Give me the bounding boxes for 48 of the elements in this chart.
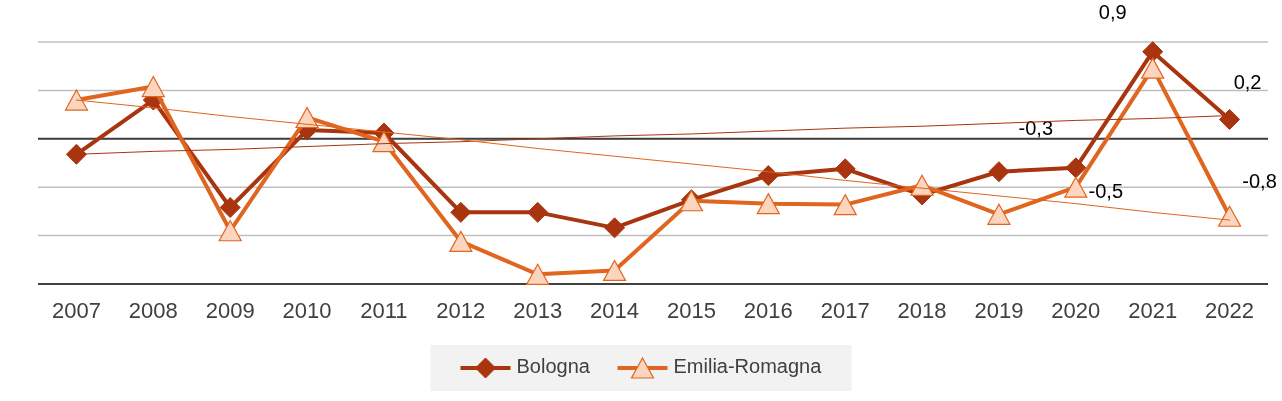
point <box>526 263 550 285</box>
point <box>833 194 857 216</box>
point <box>450 201 472 223</box>
point <box>756 193 780 215</box>
x-tick-label: 2011 <box>360 297 408 323</box>
point <box>604 217 626 239</box>
legend-label: Emilia-Romagna <box>673 355 823 378</box>
data-label: -0,5 <box>1088 180 1124 203</box>
x-tick-label: 2020 <box>1051 297 1101 323</box>
x-tick-label: 2010 <box>282 297 332 323</box>
x-tick-label: 2012 <box>436 297 486 323</box>
point <box>219 197 241 219</box>
point <box>372 131 396 153</box>
point <box>218 220 242 242</box>
point <box>1217 205 1242 227</box>
point <box>64 89 89 111</box>
legend-label: Bologna <box>516 355 591 378</box>
point <box>602 259 627 282</box>
x-tick-label: 2014 <box>590 297 640 323</box>
point <box>449 230 473 253</box>
point <box>527 201 549 223</box>
x-tick-label: 2021 <box>1128 297 1178 323</box>
point <box>834 158 856 180</box>
data-label: -0,3 <box>1018 117 1054 140</box>
data-label: 0,9 <box>1098 0 1127 23</box>
x-tick-label: 2008 <box>128 297 178 323</box>
point <box>988 161 1010 183</box>
point <box>1065 157 1087 179</box>
x-tick-label: 2015 <box>666 297 716 323</box>
x-tick-label: 2017 <box>820 297 870 323</box>
point <box>910 174 934 196</box>
point <box>65 143 87 165</box>
point <box>757 165 779 187</box>
x-tick-label: 2007 <box>51 297 101 323</box>
x-tick-label: 2009 <box>205 297 255 323</box>
point <box>1141 57 1165 79</box>
point <box>1142 41 1164 63</box>
x-tick-label: 2016 <box>743 297 793 323</box>
x-tick-label: 2013 <box>513 297 563 323</box>
point <box>987 203 1011 225</box>
x-tick-label: 2022 <box>1205 297 1255 323</box>
data-label: -0,8 <box>1242 169 1277 192</box>
x-tick-label: 2019 <box>974 297 1024 323</box>
point <box>141 75 165 98</box>
data-label: 0,2 <box>1233 70 1262 93</box>
x-tick-label: 2018 <box>897 297 947 323</box>
point <box>1219 108 1241 130</box>
point <box>1064 176 1088 198</box>
